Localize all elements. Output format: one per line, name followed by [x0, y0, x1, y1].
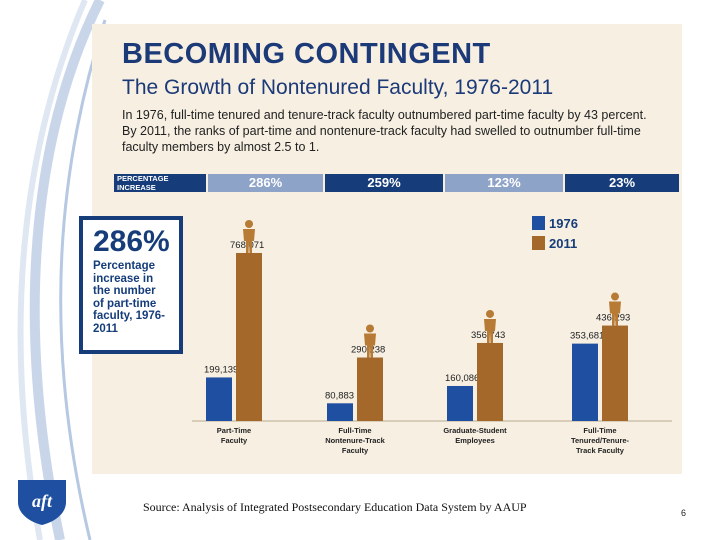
bar-1976-3 — [447, 385, 473, 421]
aft-logo: aft — [18, 480, 66, 525]
legend-label-1976: 1976 — [549, 216, 578, 231]
category-label-1-line-2: Faculty — [221, 436, 248, 445]
source-note: Source: Analysis of Integrated Postsecon… — [143, 500, 527, 514]
band-cell-tenured: 23% — [565, 174, 679, 192]
bar-2011-2 — [357, 357, 383, 421]
bar-label-1976-2: 80,883 — [325, 390, 354, 401]
category-label-2-line-1: Full-Time — [338, 426, 371, 435]
chart-title: BECOMING CONTINGENT — [122, 38, 491, 70]
bar-2011-4 — [602, 325, 628, 421]
person-silhouette-icon — [609, 292, 621, 326]
bar-label-1976-4: 353,681 — [570, 331, 604, 342]
callout-percentage: 286% — [93, 225, 170, 258]
infographic: BECOMING CONTINGENT The Growth of Nonten… — [79, 24, 682, 474]
category-label-1-line-1: Part-Time — [217, 426, 251, 435]
intro-text: In 1976, full-time tenured and tenure-tr… — [122, 108, 647, 154]
person-silhouette-icon — [484, 309, 496, 343]
callout-box: 286% Percentage increase in the number o… — [79, 216, 183, 354]
category-label-3-line-1: Graduate-Student — [443, 426, 507, 435]
bar-1976-2 — [327, 403, 353, 421]
category-label-2-line-3: Faculty — [342, 446, 369, 455]
legend-swatch-2011 — [532, 236, 545, 250]
band-cell-graduate-students: 123% — [445, 174, 563, 192]
bar-chart: 199,13980,883160,086353,681768,071290,23… — [192, 216, 672, 455]
band-label: PERCENTAGE INCREASE — [114, 174, 206, 192]
category-label-2-line-2: Nontenure-Track — [325, 436, 385, 445]
bar-1976-1 — [206, 377, 232, 421]
chart-subtitle: The Growth of Nontenured Faculty, 1976-2… — [122, 76, 554, 99]
bar-label-1976-1: 199,139 — [204, 364, 238, 375]
bar-label-1976-3: 160,086 — [445, 373, 479, 384]
legend-label-2011: 2011 — [549, 236, 577, 251]
band-cell-part-time: 286% — [208, 174, 323, 192]
legend-swatch-1976 — [532, 216, 545, 230]
page-number: 6 — [681, 508, 687, 518]
category-label-3-line-2: Employees — [455, 436, 495, 445]
person-silhouette-icon — [364, 324, 376, 358]
bar-2011-1 — [236, 252, 262, 421]
callout-description: Percentage increase in the number of par… — [93, 260, 166, 335]
aft-logo-text: aft — [32, 491, 53, 511]
category-label-4-line-2: Tenured/Tenure- — [571, 436, 630, 445]
person-silhouette-icon — [243, 219, 255, 253]
bar-1976-4 — [572, 343, 598, 421]
percentage-increase-band: PERCENTAGE INCREASE 286% 259% 123% 23% — [114, 174, 679, 192]
bar-2011-3 — [477, 342, 503, 421]
category-label-4-line-3: Track Faculty — [576, 446, 625, 455]
slide-decorative-swoosh — [17, 0, 107, 540]
category-label-4-line-1: Full-Time — [583, 426, 616, 435]
band-cell-nontenure-track: 259% — [325, 174, 443, 192]
